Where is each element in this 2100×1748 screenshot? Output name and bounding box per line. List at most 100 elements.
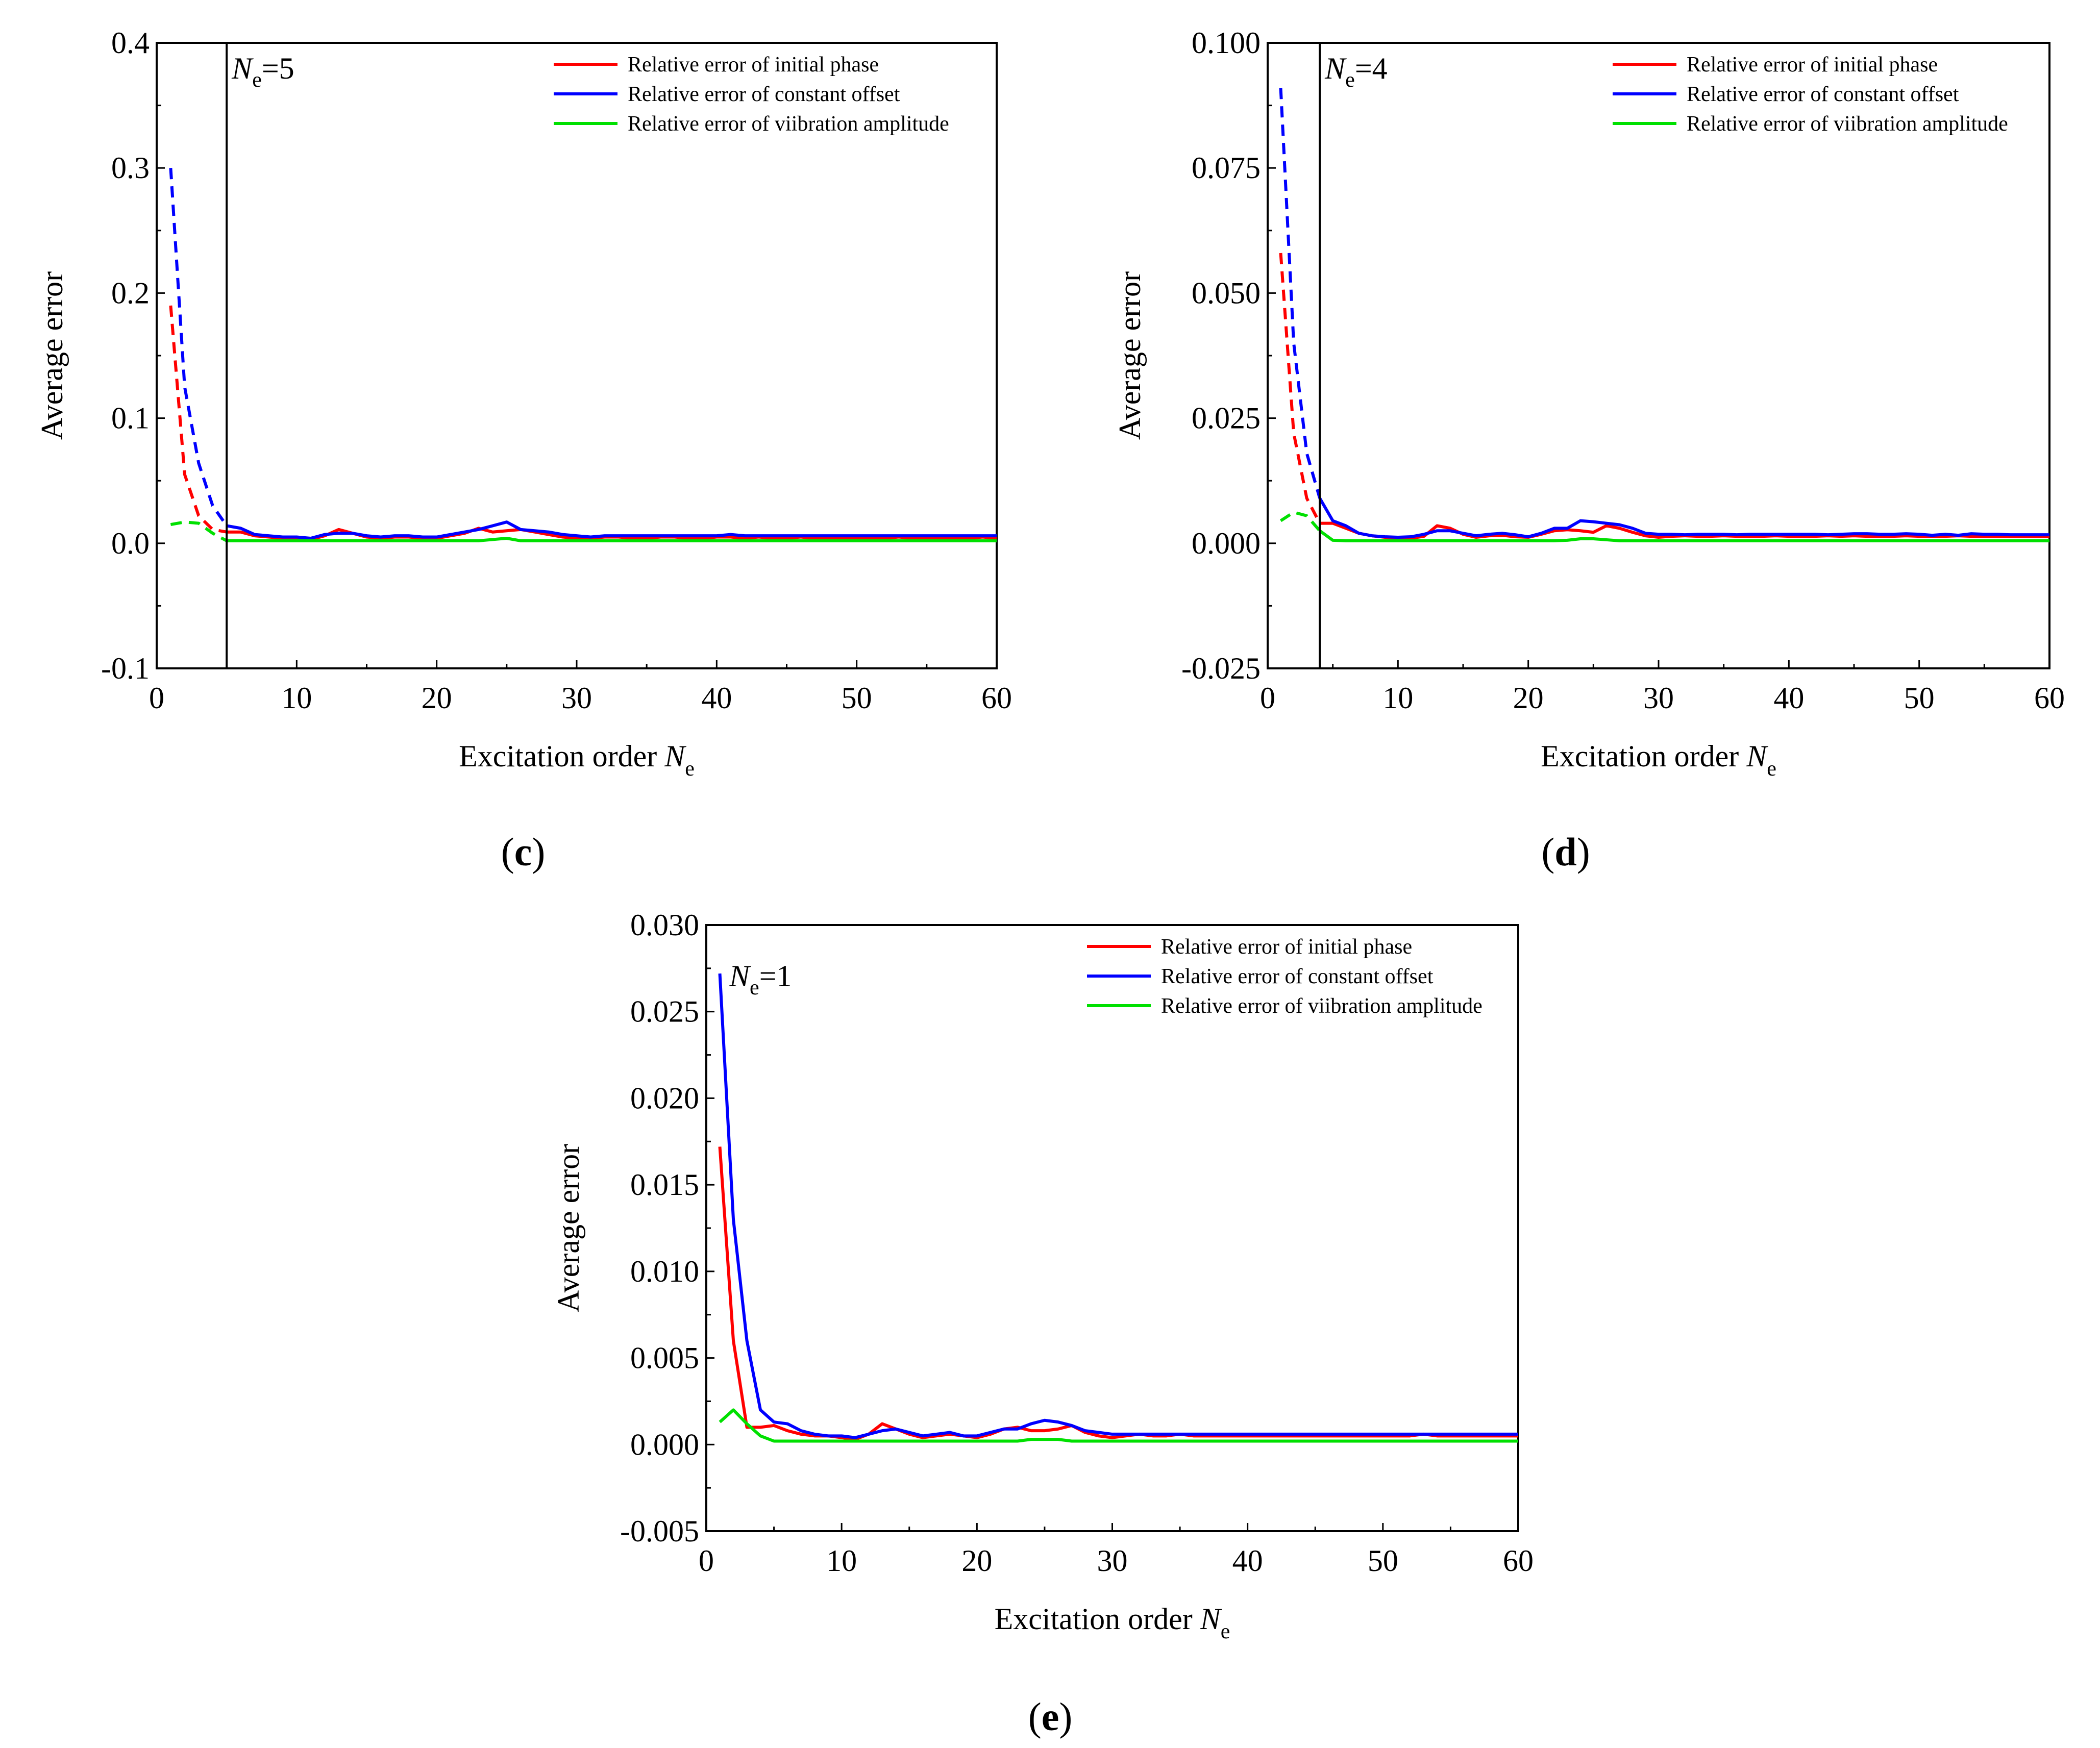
series-line-dashed-1	[169, 168, 228, 527]
y-axis-title: Average error	[552, 1144, 585, 1312]
x-tick-label: 60	[2034, 681, 2065, 715]
x-axis-title: Excitation order Ne	[1541, 739, 1776, 781]
y-tick-label: 0.030	[630, 908, 699, 942]
series-line-dashed-2	[1279, 510, 1321, 532]
x-axis-title-text: Excitation order	[1541, 739, 1746, 773]
legend-label-0: Relative error of initial phase	[628, 53, 879, 77]
x-tick-label: 0	[699, 1544, 714, 1578]
x-tick-label: 10	[826, 1544, 857, 1578]
plot-frame	[156, 42, 998, 669]
series-line-2	[227, 536, 997, 542]
y-tick-label: -0.025	[1181, 652, 1261, 685]
legend: Relative error of initial phase Relative …	[1087, 935, 1483, 1018]
y-tick-label: 0.0	[111, 527, 150, 560]
legend-label-2: Relative error of viibration amplitude	[628, 112, 949, 136]
series-line-2	[1319, 529, 2049, 542]
y-tick-label: 0.1	[111, 402, 150, 435]
panel-label-c: (c)	[501, 830, 546, 874]
marker-symbol: N	[729, 959, 751, 993]
marker-value: =4	[1355, 52, 1388, 85]
x-tick-label: 20	[1513, 681, 1544, 715]
x-tick-label: 30	[1097, 1544, 1128, 1578]
legend-label-0: Relative error of initial phase	[1687, 53, 1938, 77]
y-tick-label: 0.4	[111, 26, 150, 60]
y-tick-label: 0.000	[630, 1428, 699, 1461]
legend-label-1: Relative error of constant offset	[1687, 83, 1959, 106]
y-tick-label: 0.010	[630, 1255, 699, 1288]
y-tick-label: 0.015	[630, 1168, 699, 1202]
legend-label-0: Relative error of initial phase	[1161, 935, 1412, 959]
marker-subscript: e	[750, 976, 759, 1000]
y-tick-label: 0.005	[630, 1341, 699, 1375]
excitation-marker-label: Ne=5	[231, 52, 294, 92]
y-tick-label: 0.020	[630, 1081, 699, 1115]
x-tick-label: 10	[281, 681, 312, 715]
plot-frame	[1267, 42, 2050, 669]
x-axis-title-subscript: e	[685, 757, 695, 781]
y-tick-label: 0.000	[1192, 527, 1261, 560]
panel-letter-c: c	[514, 830, 532, 874]
panel-label-d: (d)	[1541, 830, 1590, 874]
excitation-marker-label: Ne=1	[729, 959, 792, 1000]
x-tick-label: 40	[1232, 1544, 1263, 1578]
y-tick-label: -0.1	[101, 652, 150, 685]
x-axis-title-symbol: N	[1200, 1602, 1222, 1636]
y-tick-label: 0.050	[1192, 276, 1261, 310]
marker-symbol: N	[231, 52, 254, 85]
x-tick-label: 30	[561, 681, 592, 715]
x-tick-label: 50	[842, 681, 872, 715]
y-tick-label: 0.100	[1192, 26, 1261, 60]
marker-subscript: e	[1345, 68, 1355, 92]
y-tick-label: 0.3	[111, 151, 150, 185]
series-line-dashed-0	[1279, 253, 1321, 524]
series-line-1	[1318, 497, 2049, 539]
series-line-2	[719, 1408, 1518, 1443]
x-axis-title-text: Excitation order	[995, 1602, 1200, 1636]
x-tick-label: 20	[961, 1544, 992, 1578]
y-tick-label: 0.025	[1192, 402, 1261, 435]
marker-value: =5	[262, 52, 294, 85]
x-axis-title-symbol: N	[664, 739, 686, 773]
legend-label-2: Relative error of viibration amplitude	[1161, 994, 1483, 1018]
x-axis-title-subscript: e	[1767, 757, 1776, 781]
x-axis-title-subscript: e	[1221, 1620, 1230, 1643]
chart-e: 0 10 20 30 40 50 60 -0.005 0.000 0.005 0.010 0.015 0…	[552, 908, 1534, 1643]
marker-symbol: N	[1324, 52, 1347, 85]
x-tick-label: 0	[149, 681, 164, 715]
x-tick-label: 40	[701, 681, 732, 715]
series-line-1	[718, 973, 1518, 1439]
x-tick-label: 30	[1643, 681, 1674, 715]
y-tick-label: 0.025	[630, 995, 699, 1029]
y-tick-label: 0.2	[111, 276, 150, 310]
panel-label-e: (e)	[1028, 1694, 1073, 1739]
x-tick-label: 60	[981, 681, 1012, 715]
marker-value: =1	[759, 959, 792, 993]
x-axis-title: Excitation order Ne	[995, 1602, 1230, 1643]
chart-d: 0 10 20 30 40 50 60 -0.025 0.000 0.025 0.050 0.075 0…	[1113, 26, 2065, 781]
series-line-dashed-2	[170, 520, 228, 542]
y-tick-label: 0.075	[1192, 151, 1261, 185]
x-tick-label: 60	[1503, 1544, 1534, 1578]
x-tick-label: 0	[1260, 681, 1275, 715]
marker-subscript: e	[252, 68, 262, 92]
y-tick-label: -0.005	[620, 1514, 699, 1548]
excitation-marker-label: Ne=4	[1324, 52, 1388, 92]
legend-label-1: Relative error of constant offset	[1161, 965, 1434, 988]
series-line-0	[718, 1146, 1518, 1441]
x-tick-label: 50	[1368, 1544, 1398, 1578]
legend-label-2: Relative error of viibration amplitude	[1687, 112, 2008, 136]
series-line-dashed-1	[1279, 88, 1322, 499]
legend: Relative error of initial phase Relative …	[554, 53, 949, 136]
panel-letter-e: e	[1041, 1694, 1059, 1739]
x-tick-label: 40	[1773, 681, 1804, 715]
chart-c: 0 10 20 30 40 50 60 -0.1 0.0 0.1 0.2 0.3 0.4 Excitati…	[35, 26, 1012, 781]
legend: Relative error of initial phase Relative …	[1613, 53, 2008, 136]
y-axis-title: Average error	[1113, 271, 1147, 440]
x-axis-title-text: Excitation order	[459, 739, 664, 773]
x-axis-title-symbol: N	[1746, 739, 1768, 773]
panel-letter-d: d	[1554, 830, 1577, 874]
x-tick-label: 20	[422, 681, 452, 715]
x-tick-label: 10	[1382, 681, 1413, 715]
y-axis-title: Average error	[35, 271, 69, 440]
